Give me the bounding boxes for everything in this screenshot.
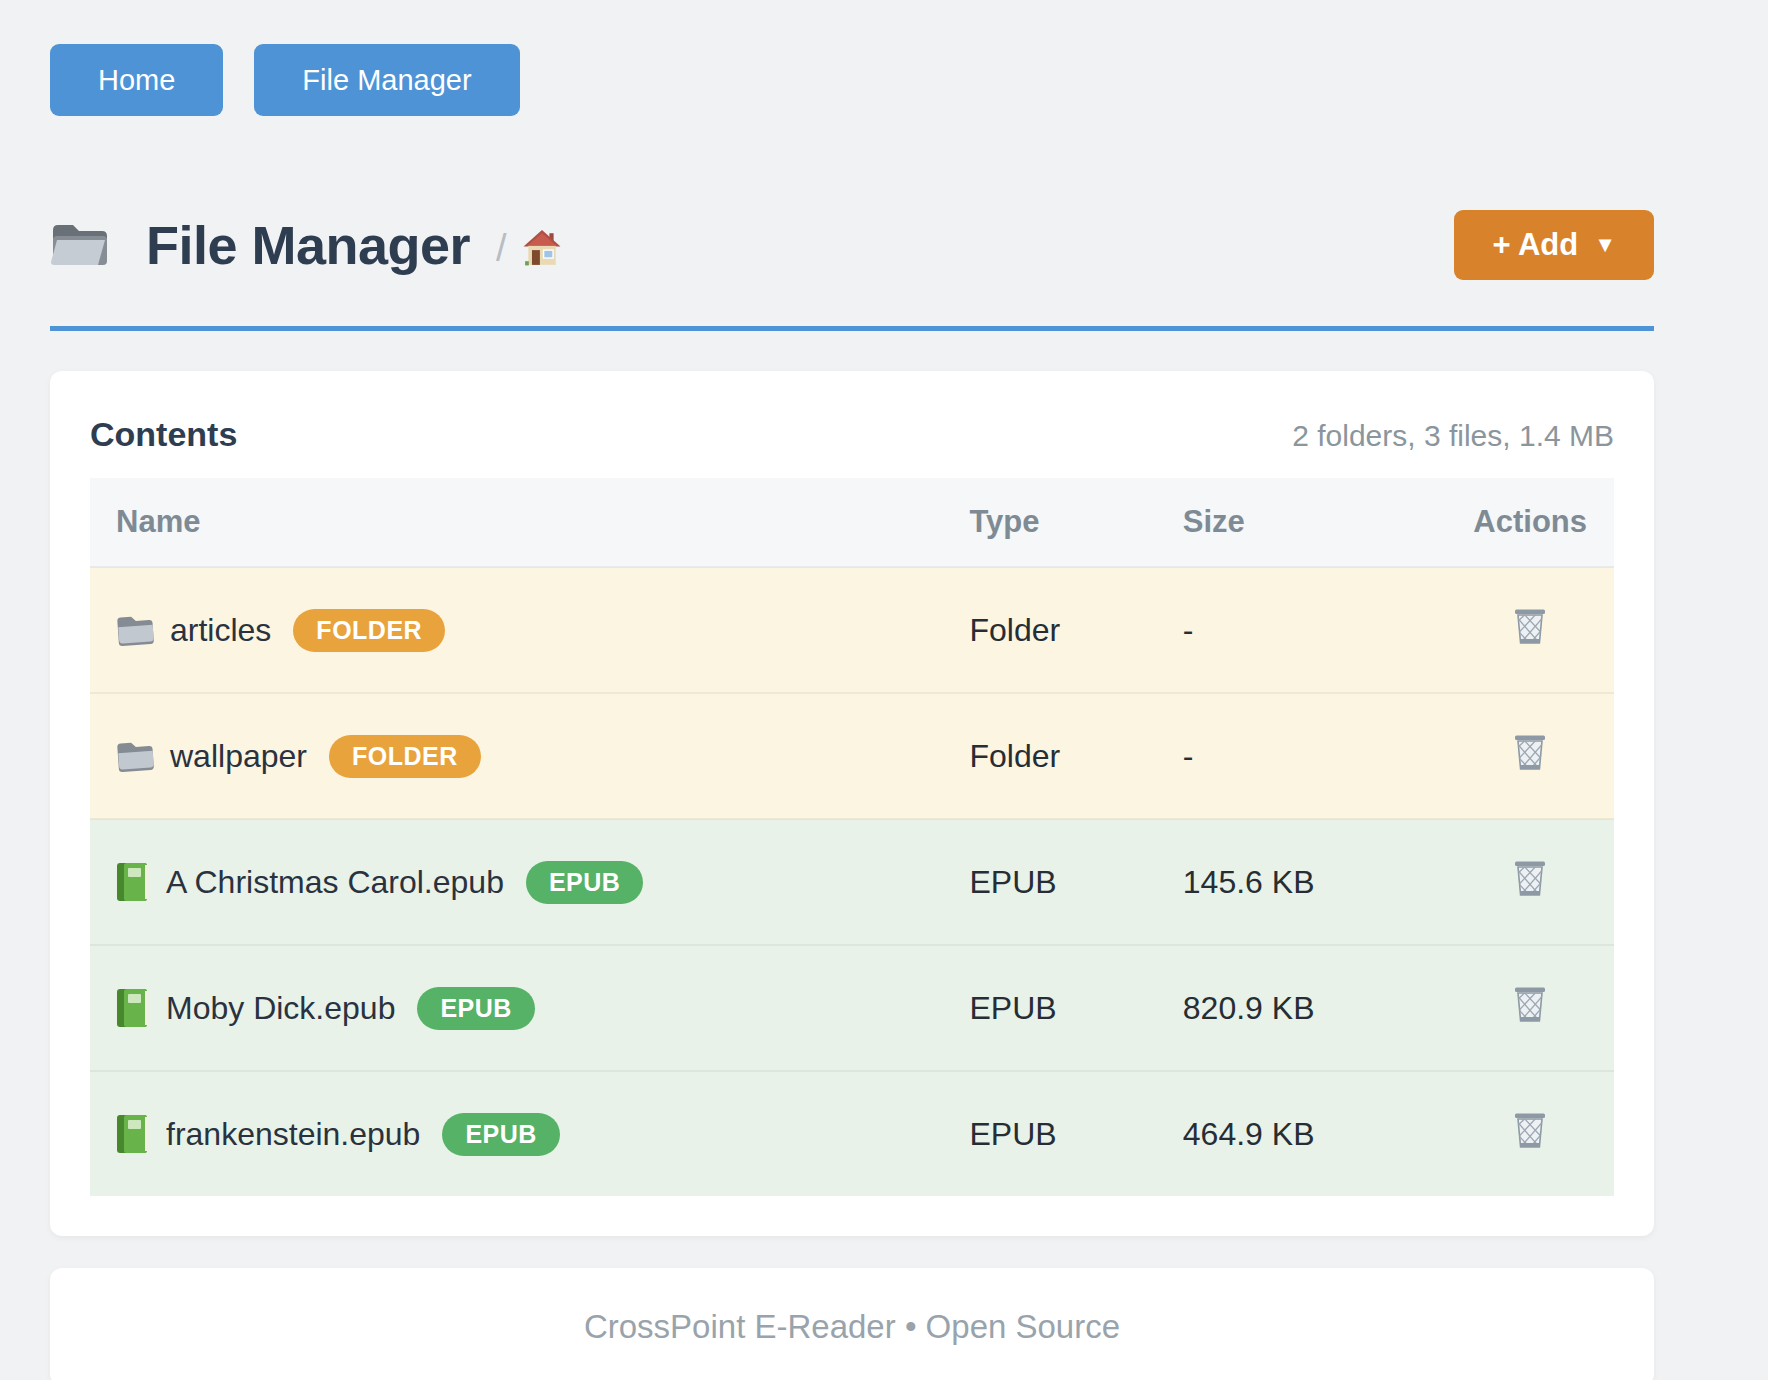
green-book-icon (116, 988, 150, 1028)
page-header: File Manager / + Add ▼ (50, 210, 1654, 280)
type-cell: EPUB (943, 945, 1156, 1071)
green-book-icon (116, 1114, 150, 1154)
contents-card: Contents 2 folders, 3 files, 1.4 MB Name… (50, 371, 1654, 1236)
file-table: Name Type Size Actions (90, 478, 1614, 1196)
trash-icon (1512, 636, 1548, 651)
file-name[interactable]: Moby Dick.epub (166, 990, 395, 1027)
contents-heading: Contents (90, 415, 237, 454)
green-book-icon (116, 862, 150, 902)
type-cell: Folder (943, 567, 1156, 693)
table-row: frankenstein.epub EPUB EPUB 464.9 KB (90, 1071, 1614, 1196)
type-badge: EPUB (442, 1113, 559, 1156)
file-name[interactable]: A Christmas Carol.epub (166, 864, 504, 901)
type-cell: EPUB (943, 819, 1156, 945)
type-badge: FOLDER (293, 609, 445, 652)
column-header-actions: Actions (1446, 478, 1614, 567)
delete-button[interactable] (1508, 856, 1552, 904)
size-cell: 820.9 KB (1157, 945, 1447, 1071)
folder-icon (50, 221, 130, 269)
size-cell: 464.9 KB (1157, 1071, 1447, 1196)
folder-icon (116, 614, 154, 646)
delete-button[interactable] (1508, 730, 1552, 778)
delete-button[interactable] (1508, 1108, 1552, 1156)
footer-text: CrossPoint E-Reader • Open Source (584, 1308, 1120, 1346)
table-row: wallpaper FOLDER Folder - (90, 693, 1614, 819)
delete-button[interactable] (1508, 982, 1552, 1030)
home-icon[interactable] (523, 219, 561, 271)
folder-icon (116, 740, 154, 772)
delete-button[interactable] (1508, 604, 1552, 652)
table-header-row: Name Type Size Actions (90, 478, 1614, 567)
size-cell: - (1157, 693, 1447, 819)
breadcrumb-separator: / (496, 227, 507, 270)
file-manager-page: Home File Manager File Manager / (0, 0, 1768, 1380)
column-header-type: Type (943, 478, 1156, 567)
nav-file-manager-button[interactable]: File Manager (254, 44, 519, 116)
trash-icon (1512, 762, 1548, 777)
type-cell: EPUB (943, 1071, 1156, 1196)
type-badge: EPUB (526, 861, 643, 904)
contents-summary: 2 folders, 3 files, 1.4 MB (1292, 419, 1614, 453)
nav-home-button[interactable]: Home (50, 44, 223, 116)
header-divider (50, 326, 1654, 331)
trash-icon (1512, 1014, 1548, 1029)
add-button-label: + Add (1492, 227, 1578, 263)
file-name[interactable]: frankenstein.epub (166, 1116, 420, 1153)
file-table-body: articles FOLDER Folder - (90, 567, 1614, 1196)
chevron-down-icon: ▼ (1594, 232, 1616, 258)
size-cell: - (1157, 567, 1447, 693)
column-header-name: Name (90, 478, 943, 567)
type-badge: FOLDER (329, 735, 481, 778)
table-row: articles FOLDER Folder - (90, 567, 1614, 693)
column-header-size: Size (1157, 478, 1447, 567)
file-name[interactable]: articles (170, 612, 271, 649)
file-name[interactable]: wallpaper (170, 738, 307, 775)
type-cell: Folder (943, 693, 1156, 819)
contents-card-header: Contents 2 folders, 3 files, 1.4 MB (90, 415, 1614, 454)
top-nav: Home File Manager (50, 44, 1654, 116)
size-cell: 145.6 KB (1157, 819, 1447, 945)
footer: CrossPoint E-Reader • Open Source (50, 1268, 1654, 1380)
page-title: File Manager (146, 214, 470, 276)
title-group: File Manager / (50, 214, 561, 276)
table-row: Moby Dick.epub EPUB EPUB 820.9 KB (90, 945, 1614, 1071)
table-row: A Christmas Carol.epub EPUB EPUB 145.6 K… (90, 819, 1614, 945)
trash-icon (1512, 1140, 1548, 1155)
type-badge: EPUB (417, 987, 534, 1030)
trash-icon (1512, 888, 1548, 903)
add-button[interactable]: + Add ▼ (1454, 210, 1654, 280)
